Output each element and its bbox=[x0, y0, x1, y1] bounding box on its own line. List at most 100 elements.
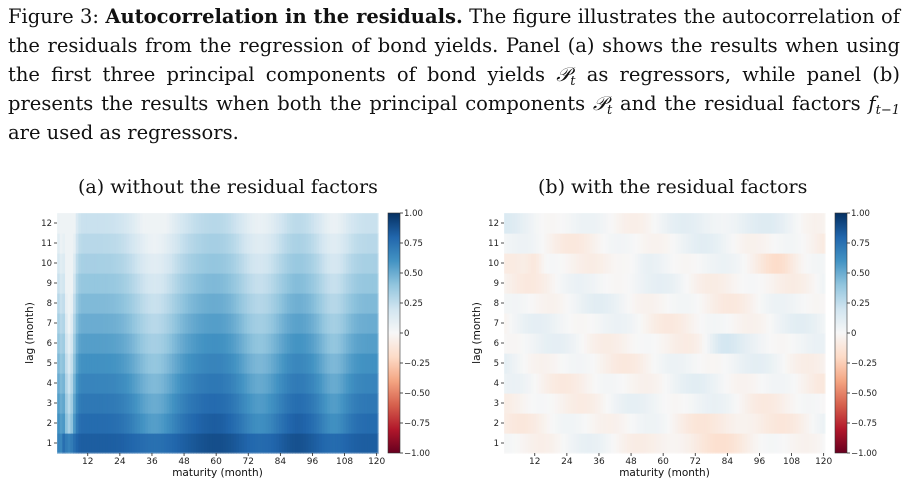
heatmap-cell bbox=[605, 373, 609, 394]
heatmap-cell bbox=[198, 213, 203, 234]
heatmap-cell bbox=[260, 293, 264, 314]
heatmap-cell bbox=[672, 373, 676, 394]
heatmap-cell bbox=[166, 393, 170, 414]
heatmap-cell bbox=[190, 273, 195, 294]
heatmap-cell bbox=[506, 433, 510, 454]
heatmap-cell bbox=[236, 353, 240, 374]
heatmap-cell bbox=[659, 253, 663, 274]
heatmap-cell bbox=[123, 313, 128, 334]
heatmap-cell bbox=[696, 273, 700, 294]
heatmap-cell bbox=[188, 413, 192, 434]
heatmap-cell bbox=[755, 393, 759, 414]
figure-caption: Figure 3: Autocorrelation in the residua… bbox=[8, 2, 900, 147]
heatmap-cell bbox=[180, 353, 184, 374]
heatmap-cell bbox=[736, 253, 740, 274]
heatmap-cell bbox=[728, 213, 732, 234]
heatmap-cell bbox=[91, 273, 96, 294]
heatmap-cell bbox=[592, 293, 596, 314]
heatmap-cell bbox=[616, 213, 620, 234]
heatmap-cell bbox=[819, 433, 823, 454]
heatmap-cell bbox=[792, 273, 797, 294]
heatmap-cell bbox=[265, 253, 269, 274]
heatmap-cell bbox=[332, 313, 336, 334]
heatmap-cell bbox=[602, 233, 607, 254]
heatmap-cell bbox=[62, 313, 66, 334]
heatmap-cell bbox=[196, 433, 200, 454]
heatmap-cell bbox=[289, 313, 293, 334]
heatmap-cell bbox=[696, 293, 700, 314]
heatmap-cell bbox=[536, 233, 540, 254]
heatmap-cell bbox=[145, 393, 149, 414]
heatmap-cell bbox=[268, 213, 272, 234]
heatmap-cell bbox=[611, 373, 615, 394]
heatmap-cell bbox=[648, 373, 652, 394]
heatmap-cell bbox=[750, 353, 754, 374]
heatmap-cell bbox=[715, 233, 719, 254]
heatmap-cell bbox=[62, 293, 66, 314]
colorbar-tick-label: 0.75 bbox=[851, 239, 870, 249]
heatmap-cell bbox=[180, 253, 184, 274]
heatmap-cell bbox=[332, 233, 336, 254]
heatmap-cell bbox=[262, 253, 267, 274]
y-tick-label: 4 bbox=[494, 379, 499, 389]
heatmap-cell bbox=[536, 393, 540, 414]
heatmap-cell bbox=[201, 213, 205, 234]
heatmap-cell bbox=[605, 333, 609, 354]
heatmap-cell bbox=[244, 353, 248, 374]
heatmap-cell bbox=[699, 213, 703, 234]
heatmap-cell bbox=[718, 393, 722, 414]
heatmap-cell bbox=[581, 413, 585, 434]
heatmap-cell bbox=[329, 373, 334, 394]
heatmap-cell bbox=[624, 353, 628, 374]
heatmap-cell bbox=[525, 313, 529, 334]
heatmap-cell bbox=[287, 353, 291, 374]
heatmap-cell bbox=[217, 273, 221, 294]
colorbar-tick-label: −0.50 bbox=[404, 389, 430, 399]
heatmap-cell bbox=[335, 373, 339, 394]
heatmap-cell bbox=[217, 233, 221, 254]
heatmap-cell bbox=[715, 273, 719, 294]
heatmap-cell bbox=[728, 313, 732, 334]
heatmap-cell bbox=[113, 253, 117, 274]
heatmap-cell bbox=[739, 333, 743, 354]
heatmap-cell bbox=[364, 293, 368, 314]
heatmap-cell bbox=[597, 333, 601, 354]
heatmap-cell bbox=[715, 213, 719, 234]
y-tick-label: 10 bbox=[41, 259, 52, 269]
heatmap-cell bbox=[683, 413, 687, 434]
heatmap-cell bbox=[305, 373, 310, 394]
heatmap-cell bbox=[798, 373, 802, 394]
heatmap-cell bbox=[750, 253, 754, 274]
heatmap-cell bbox=[118, 393, 122, 414]
heatmap-cell bbox=[554, 353, 559, 374]
heatmap-cell bbox=[97, 353, 101, 374]
heatmap-cell bbox=[651, 313, 655, 334]
heatmap-cell bbox=[798, 253, 802, 274]
heatmap-cell bbox=[212, 353, 216, 374]
heatmap-cell bbox=[669, 253, 674, 274]
heatmap-cell bbox=[102, 373, 106, 394]
heatmap-cell bbox=[522, 293, 526, 314]
heatmap-cell bbox=[680, 313, 684, 334]
heatmap-cell bbox=[755, 233, 759, 254]
heatmap-cell bbox=[99, 433, 104, 454]
heatmap-cell bbox=[816, 413, 821, 434]
heatmap-cell bbox=[265, 393, 269, 414]
heatmap-cell bbox=[196, 273, 200, 294]
heatmap-cell bbox=[707, 433, 711, 454]
heatmap-cell bbox=[790, 313, 794, 334]
heatmap-cell bbox=[664, 353, 668, 374]
heatmap-cell bbox=[206, 333, 211, 354]
heatmap-cell bbox=[512, 393, 516, 414]
heatmap-cell bbox=[284, 213, 288, 234]
heatmap-cell bbox=[343, 413, 347, 434]
heatmap-cell bbox=[241, 393, 245, 414]
heatmap-cell bbox=[62, 413, 66, 434]
heatmap-cell bbox=[81, 293, 85, 314]
heatmap-cell bbox=[284, 373, 288, 394]
heatmap-cell bbox=[565, 333, 569, 354]
heatmap-cell bbox=[190, 353, 195, 374]
heatmap-cell bbox=[81, 253, 85, 274]
heatmap-cell bbox=[704, 273, 708, 294]
heatmap-cell bbox=[803, 253, 807, 274]
